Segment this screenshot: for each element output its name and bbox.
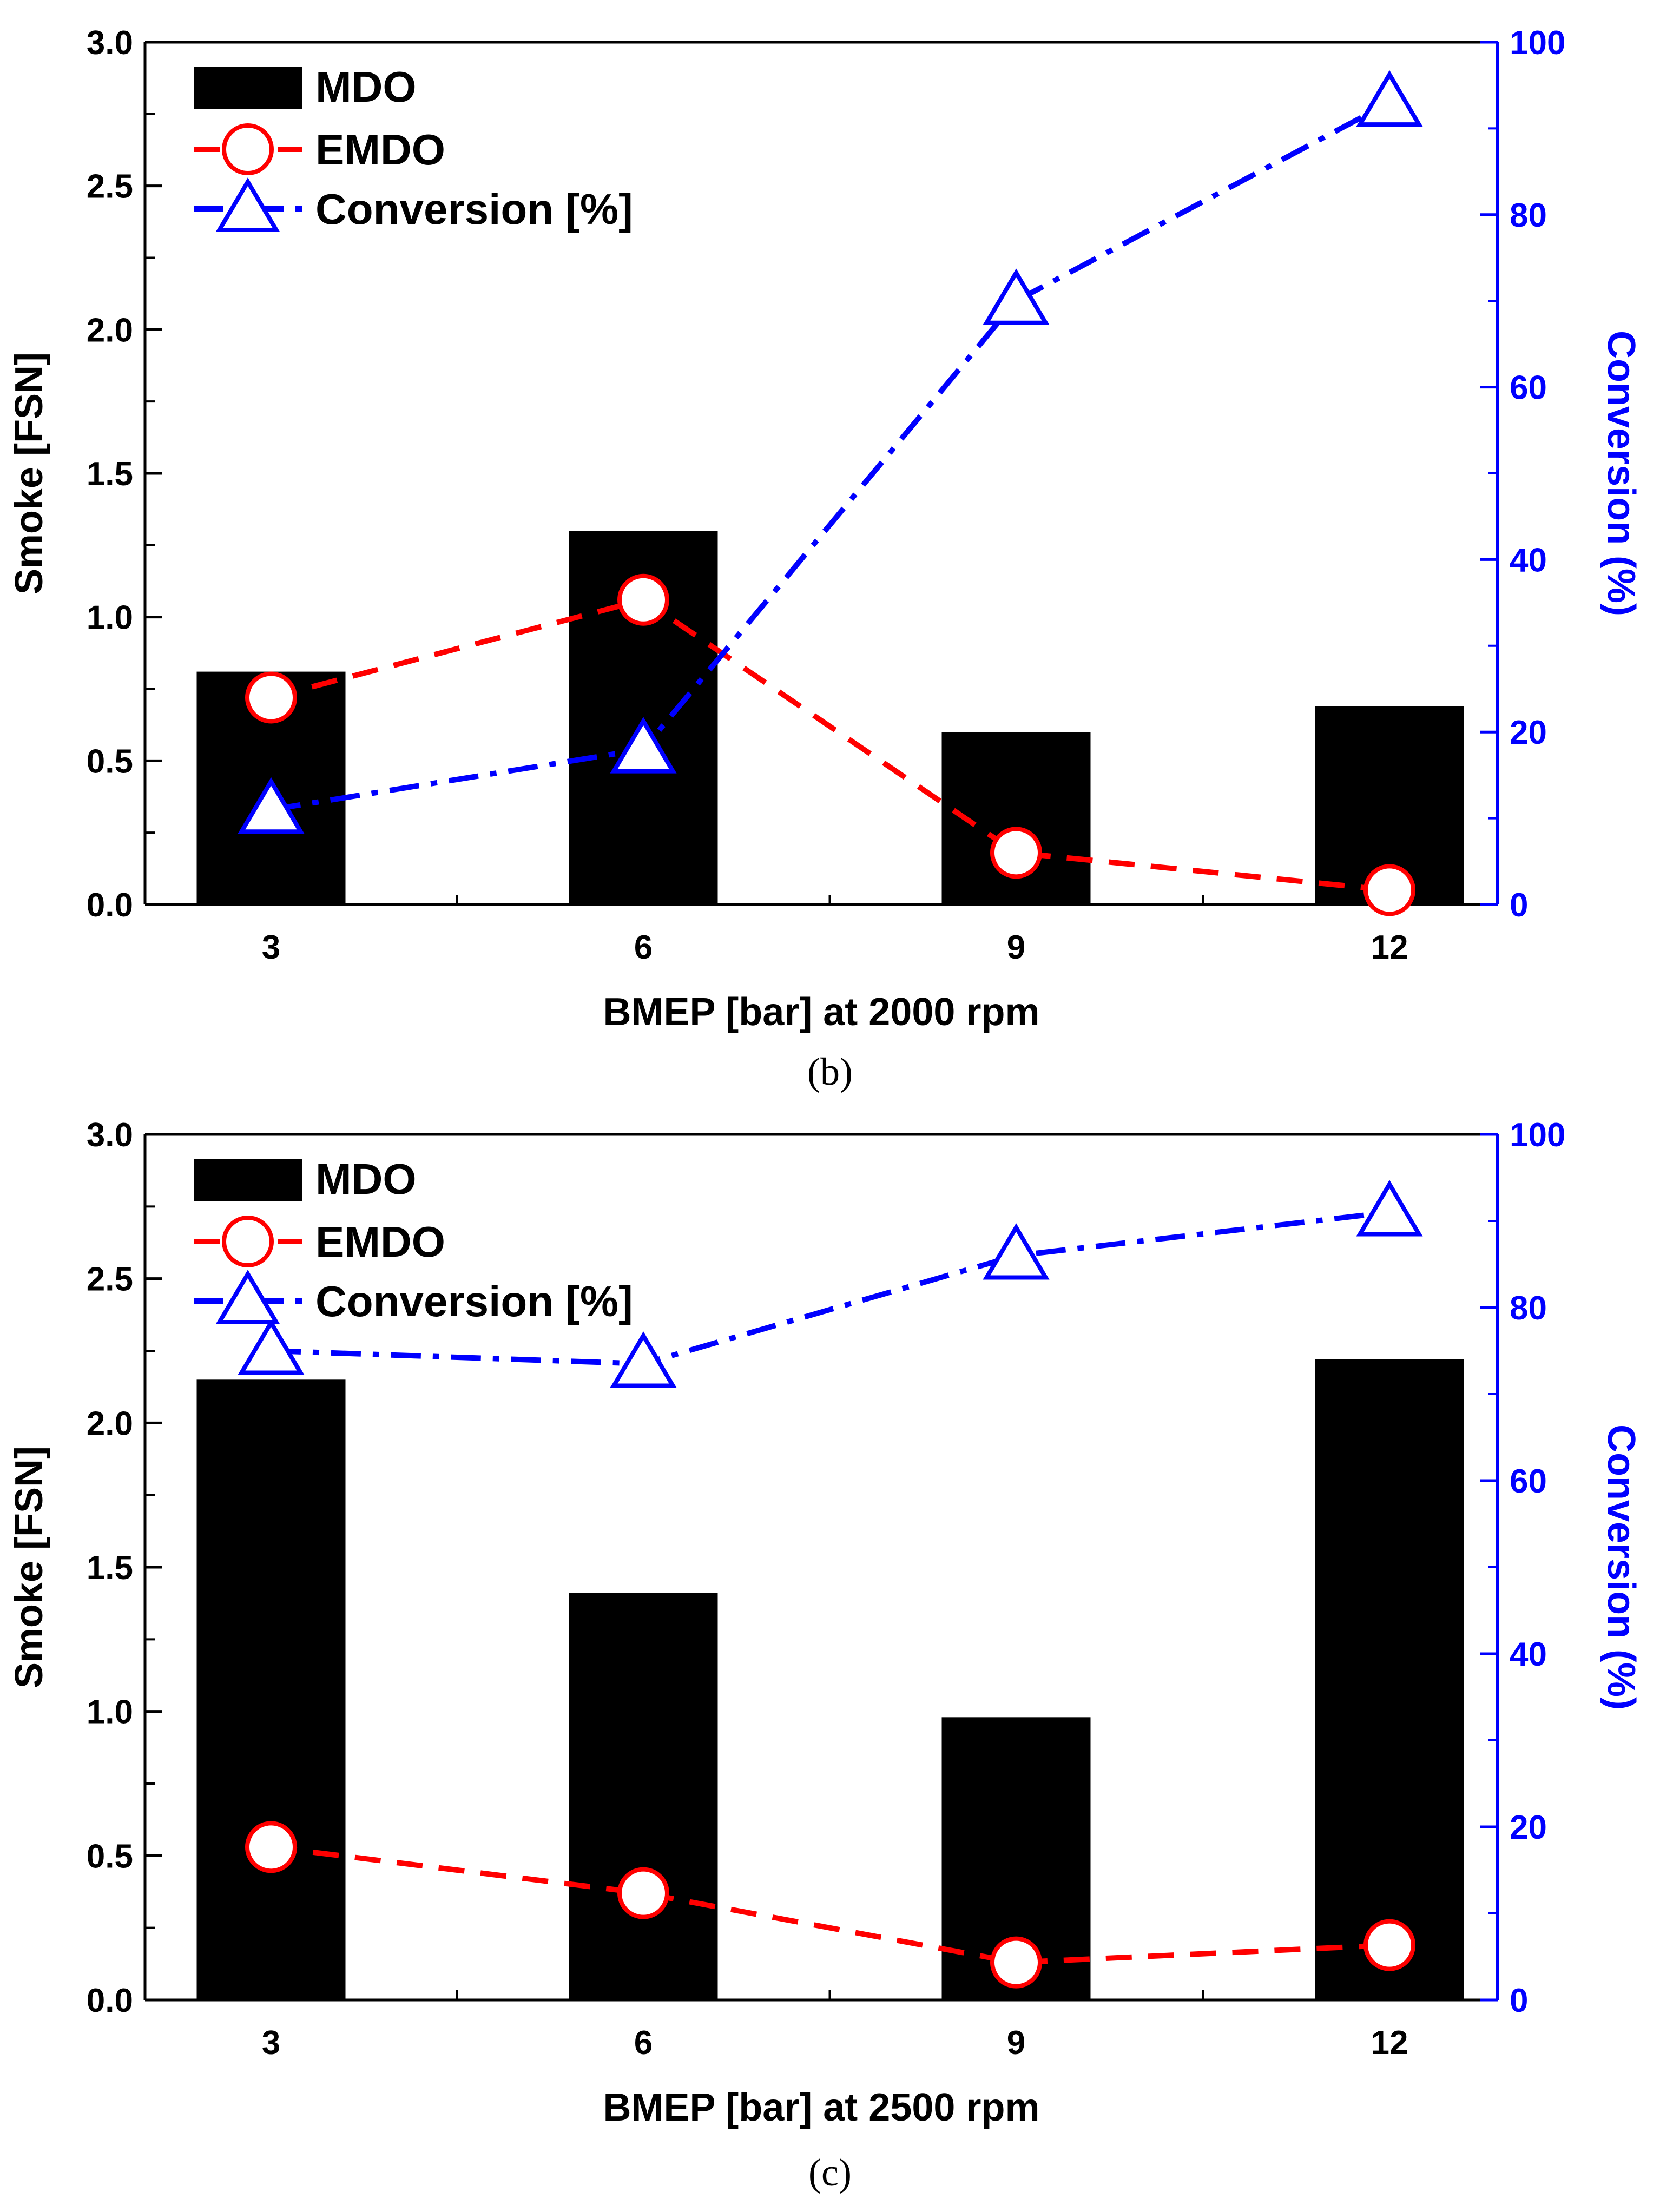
legend-label-conversion: Conversion [%] bbox=[315, 185, 633, 233]
x-axis-title: BMEP [bar] at 2500 rpm bbox=[603, 2086, 1040, 2129]
conversion-point-12 bbox=[1356, 1180, 1423, 1237]
x-tick-label: 12 bbox=[1371, 929, 1408, 966]
legend-swatch-conversion-marker bbox=[215, 1270, 280, 1324]
y2-axis-title: Conversion (%) bbox=[1599, 331, 1643, 616]
conversion-line bbox=[271, 1210, 1390, 1367]
y2-tick-label: 0 bbox=[1510, 1982, 1528, 2019]
emdo-point-9 bbox=[990, 827, 1042, 879]
y2-tick-label: 60 bbox=[1510, 1463, 1547, 1500]
x-tick-label: 12 bbox=[1371, 2024, 1408, 2062]
legend-swatch-mdo bbox=[194, 67, 302, 109]
y-tick-label: 0.0 bbox=[87, 1982, 133, 2019]
x-axis-title: BMEP [bar] at 2000 rpm bbox=[603, 991, 1040, 1034]
y-tick-label: 1.5 bbox=[87, 1549, 133, 1587]
y2-tick-label: 20 bbox=[1510, 714, 1547, 751]
mdo-bar-12 bbox=[1315, 1359, 1464, 2000]
y2-tick-label: 100 bbox=[1510, 1117, 1565, 1154]
emdo-point-9 bbox=[990, 1936, 1042, 1989]
x-tick-label: 6 bbox=[634, 2024, 653, 2062]
x-tick-label: 6 bbox=[634, 929, 653, 966]
y2-tick-label: 0 bbox=[1510, 887, 1528, 924]
y-tick-label: 1.5 bbox=[87, 455, 133, 493]
y-tick-label: 2.0 bbox=[87, 312, 133, 349]
legend-swatch-conversion-marker bbox=[215, 177, 280, 232]
y-tick-label: 0.0 bbox=[87, 887, 133, 924]
y-tick-label: 1.0 bbox=[87, 599, 133, 637]
legend-label-conversion: Conversion [%] bbox=[315, 1277, 633, 1325]
legend-label-mdo: MDO bbox=[315, 63, 417, 111]
y-tick-label: 2.5 bbox=[87, 1261, 133, 1298]
y-tick-label: 2.5 bbox=[87, 168, 133, 206]
y2-tick-label: 80 bbox=[1510, 197, 1547, 234]
legend-label-emdo: EMDO bbox=[315, 126, 445, 174]
legend-swatch-emdo-marker bbox=[222, 1216, 274, 1267]
legend-label-mdo: MDO bbox=[315, 1155, 417, 1203]
panel-label: (b) bbox=[807, 1050, 853, 1093]
emdo-point-6 bbox=[617, 573, 669, 626]
y2-tick-label: 40 bbox=[1510, 1636, 1547, 1673]
y2-axis-title: Conversion (%) bbox=[1599, 1424, 1643, 1710]
y-tick-label: 3.0 bbox=[87, 1117, 133, 1154]
conversion-point-3 bbox=[238, 777, 305, 834]
conversion-point-6 bbox=[610, 717, 677, 774]
conversion-point-3 bbox=[238, 1318, 305, 1375]
legend-swatch-emdo-marker bbox=[222, 123, 274, 175]
emdo-line bbox=[271, 1844, 1390, 1965]
conversion-point-9 bbox=[983, 268, 1050, 325]
x-tick-label: 3 bbox=[262, 929, 280, 966]
emdo-point-12 bbox=[1363, 864, 1415, 916]
mdo-bar-6 bbox=[569, 1593, 718, 2000]
y-axis-title: Smoke [FSN] bbox=[8, 352, 51, 595]
y2-tick-label: 100 bbox=[1510, 24, 1565, 62]
emdo-point-3 bbox=[245, 1821, 297, 1873]
y2-tick-label: 60 bbox=[1510, 369, 1547, 407]
conversion-line bbox=[271, 100, 1391, 813]
legend-swatch-mdo bbox=[194, 1159, 302, 1201]
x-tick-label: 9 bbox=[1007, 2024, 1025, 2062]
y-axis-title: Smoke [FSN] bbox=[8, 1446, 51, 1688]
chart-panel-b: 0.0 0.5 1.0 1.5 2.0 2.5 3.0 0 20 40 60 80 100 3 6 9 12 MD… bbox=[8, 24, 1643, 1093]
emdo-point-12 bbox=[1363, 1919, 1415, 1971]
emdo-point-6 bbox=[617, 1867, 669, 1919]
emdo-line bbox=[270, 597, 1390, 893]
y-tick-label: 1.0 bbox=[87, 1694, 133, 1731]
chart-panel-c: 0.0 0.5 1.0 1.5 2.0 2.5 3.0 0 20 40 60 80 100 3 6 9 12 MD… bbox=[8, 1117, 1643, 2194]
y-tick-label: 2.0 bbox=[87, 1405, 133, 1442]
y-tick-label: 0.5 bbox=[87, 1838, 133, 1875]
x-tick-label: 9 bbox=[1007, 929, 1025, 966]
y-tick-label: 0.5 bbox=[87, 743, 133, 780]
conversion-point-6 bbox=[610, 1331, 677, 1388]
y2-tick-label: 40 bbox=[1510, 542, 1547, 579]
mdo-bar-3 bbox=[196, 1379, 346, 2000]
conversion-point-12 bbox=[1356, 70, 1423, 127]
legend-label-emdo: EMDO bbox=[315, 1218, 445, 1266]
y-tick-label: 3.0 bbox=[87, 24, 133, 62]
emdo-point-3 bbox=[245, 671, 297, 724]
x-tick-label: 3 bbox=[262, 2024, 280, 2062]
y2-tick-label: 80 bbox=[1510, 1290, 1547, 1327]
panel-label: (c) bbox=[808, 2151, 852, 2194]
conversion-point-9 bbox=[983, 1223, 1050, 1280]
y2-tick-label: 20 bbox=[1510, 1809, 1547, 1846]
